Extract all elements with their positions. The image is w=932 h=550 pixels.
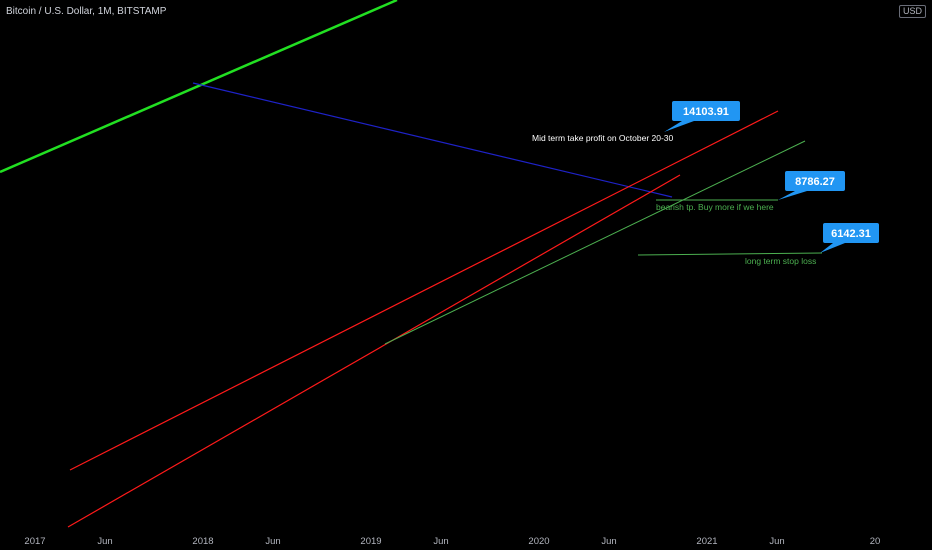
x-tick-label: 2018 <box>192 536 213 547</box>
x-tick-label: 2017 <box>24 536 45 547</box>
price-callout[interactable]: 8786.27 <box>778 171 845 200</box>
annotation-text: bearish tp. Buy more if we here <box>656 202 774 212</box>
annotations: 10743.1325d 18hMid term take profit on O… <box>532 101 879 266</box>
x-tick-label: Jun <box>97 536 112 547</box>
green-resistance-line <box>0 0 398 174</box>
callout-pointer <box>820 243 845 253</box>
callout-pointer <box>778 191 807 200</box>
x-tick-label: 2021 <box>696 536 717 547</box>
annotation-text: long term stop loss <box>745 256 816 266</box>
x-tick-label: Jun <box>601 536 616 547</box>
x-tick-label: 2019 <box>360 536 381 547</box>
stop-loss-line <box>637 252 823 256</box>
callout-box <box>785 171 845 191</box>
red-channel-lower <box>67 174 681 528</box>
trend-lines <box>0 0 823 528</box>
red-channel-upper <box>69 110 779 471</box>
callout-pointer <box>664 121 694 132</box>
x-tick-label: 2020 <box>528 536 549 547</box>
chart-title: Bitcoin / U.S. Dollar, 1M, BITSTAMP <box>6 6 167 17</box>
green-support-line <box>384 140 806 345</box>
currency-badge[interactable]: USD <box>898 5 926 18</box>
callout-label: 8786.27 <box>795 176 835 188</box>
callout-box <box>672 101 740 121</box>
price-callout[interactable]: 6142.31 <box>820 223 879 253</box>
x-tick-label: Jun <box>265 536 280 547</box>
blue-trendline <box>192 82 673 198</box>
x-tick-label: Jun <box>769 536 784 547</box>
callout-label: 6142.31 <box>831 228 871 240</box>
price-callout[interactable]: 14103.91 <box>664 101 740 132</box>
x-tick-label: 20 <box>870 536 881 547</box>
x-tick-label: Jun <box>433 536 448 547</box>
callout-box <box>823 223 879 243</box>
x-axis: 2017 Jun 2018 Jun 2019 Jun 2020 Jun 2021 Jun 20 <box>24 536 880 547</box>
callout-label: 14103.91 <box>683 106 729 118</box>
annotation-text: Mid term take profit on October 20-30 <box>532 133 674 143</box>
